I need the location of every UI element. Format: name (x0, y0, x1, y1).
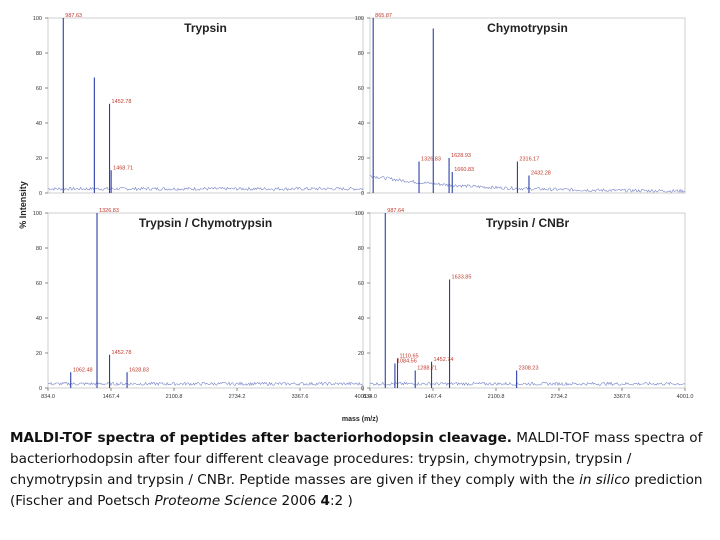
caption-volume: 4 (320, 493, 330, 509)
y-tick-label: 20 (36, 351, 42, 357)
y-tick-label: 80 (36, 51, 42, 57)
peak-label: 1452.74 (434, 357, 454, 363)
y-tick-label: 60 (36, 281, 42, 287)
panel-title: Trypsin (184, 21, 227, 35)
peak-label: 1628.93 (451, 153, 471, 159)
spectrum-panel: 0 20 40 60 80 100 987.63 1452.78 1468.71 Trypsin (33, 13, 364, 197)
caption-text-1: MALDI-TOF mass spectra of bacteriorhodop… (10, 430, 703, 488)
x-tick-label: 1467.4 (425, 394, 442, 400)
y-tick-label: 20 (358, 351, 364, 357)
x-tick-label: 834.0 (363, 394, 377, 400)
y-tick-label: 100 (33, 16, 42, 22)
x-axis-label: mass (m/z) (342, 416, 378, 423)
x-tick-label: 2100.8 (166, 394, 183, 400)
peak-label: 2432.28 (531, 171, 551, 177)
spectrum-panel: 0 20 40 60 80 100 865.87 1326.83 1628.93 1660.83 2… (355, 13, 686, 197)
peak-label: 2316.17 (519, 157, 539, 163)
panel-title: Trypsin / CNBr (486, 216, 570, 230)
x-tick-label: 2100.8 (488, 394, 505, 400)
y-tick-label: 40 (36, 121, 42, 127)
caption-title: MALDI-TOF spectra of peptides after bact… (10, 430, 512, 446)
y-tick-label: 60 (358, 86, 364, 92)
peak-label: 1628.83 (129, 367, 149, 373)
y-tick-label: 60 (36, 86, 42, 92)
spectrum-panel: 0 20 40 60 80 100 834.0 1467.4 2100.8 2734.2 3367.… (355, 208, 694, 400)
spectra-figure: % Intensity mass (m/z) 0 20 40 60 80 100 987.6… (18, 13, 694, 423)
y-tick-label: 60 (358, 281, 364, 287)
y-tick-label: 100 (355, 211, 364, 217)
peak-label: 1452.78 (112, 350, 132, 356)
panel-frame (47, 17, 364, 194)
y-tick-label: 80 (358, 246, 364, 252)
y-tick-label: 40 (36, 316, 42, 322)
panel-title: Trypsin / Chymotrypsin (139, 216, 272, 230)
spectrum-panel: 0 20 40 60 80 100 834.0 1467.4 2100.8 2734.2 3367.… (33, 208, 372, 400)
x-tick-label: 4001.0 (677, 394, 694, 400)
peak-label: 987.63 (65, 13, 82, 19)
peak-label: 1326.83 (421, 157, 441, 163)
x-tick-label: 4001.0 (355, 394, 372, 400)
y-axis-label: % Intensity (18, 181, 28, 229)
caption-text-3: 2006 (277, 493, 321, 509)
series-baseline (369, 174, 686, 194)
panel-frame (47, 212, 364, 389)
peak-label: 1288.71 (417, 366, 437, 372)
peak-label: 1468.71 (113, 165, 133, 171)
y-tick-label: 20 (36, 156, 42, 162)
caption-italic-2: Proteome Science (154, 493, 278, 509)
x-tick-label: 3367.6 (292, 394, 309, 400)
peak-label: 1062.48 (73, 367, 93, 373)
peak-label: 1452.78 (112, 99, 132, 105)
peak-label: 2308.23 (519, 366, 539, 372)
y-tick-label: 40 (358, 316, 364, 322)
caption-text-2: prediction (Fischer and Poetsch (10, 472, 703, 509)
y-tick-label: 0 (361, 386, 364, 392)
series-baseline (47, 186, 364, 192)
y-tick-label: 100 (33, 211, 42, 217)
peak-label: 1633.85 (452, 275, 472, 281)
panel-title: Chymotrypsin (487, 21, 568, 35)
y-tick-label: 80 (36, 246, 42, 252)
x-tick-label: 834.0 (41, 394, 55, 400)
y-tick-label: 0 (39, 386, 42, 392)
peak-label: 865.87 (375, 13, 392, 19)
peak-label: 1326.83 (99, 208, 119, 214)
y-tick-label: 20 (358, 156, 364, 162)
panel-frame (369, 17, 686, 194)
peak-label: 1084.56 (397, 359, 417, 365)
peak-label: 987.64 (387, 208, 404, 214)
y-tick-label: 80 (358, 51, 364, 57)
y-tick-label: 0 (39, 191, 42, 197)
caption-italic-1: in silico (579, 472, 630, 488)
series-baseline (369, 381, 686, 387)
caption-text-4: :2 ) (329, 493, 353, 509)
y-tick-label: 40 (358, 121, 364, 127)
peak-label: 1660.83 (454, 167, 474, 173)
y-tick-label: 0 (361, 191, 364, 197)
series-baseline (47, 381, 364, 387)
figure-caption: MALDI-TOF spectra of peptides after bact… (10, 428, 715, 512)
x-tick-label: 3367.6 (614, 394, 631, 400)
x-tick-label: 2734.2 (229, 394, 246, 400)
y-tick-label: 100 (355, 16, 364, 22)
x-tick-label: 2734.2 (551, 394, 568, 400)
x-tick-label: 1467.4 (103, 394, 120, 400)
panel-frame (369, 212, 686, 389)
peak-label: 1110.65 (400, 353, 419, 359)
